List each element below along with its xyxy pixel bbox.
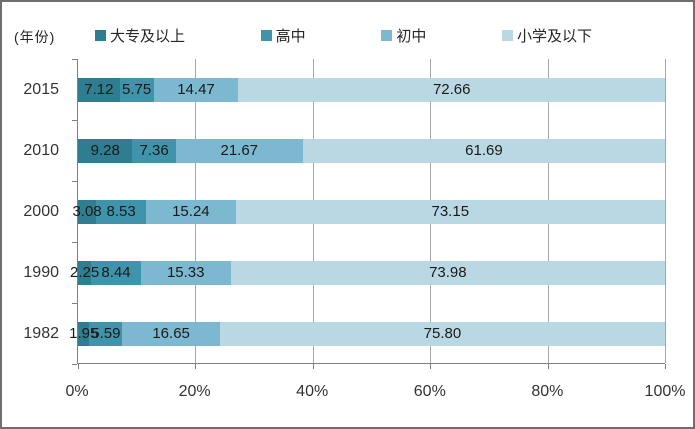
bar-segment-1990-1: 2.25 <box>70 260 99 285</box>
bar-segment-1982-1: 1.95 <box>69 321 98 346</box>
legend-item-1: 大专及以上 <box>95 25 185 46</box>
legend-label: 大专及以上 <box>110 28 186 45</box>
x-tick-mark-20 <box>195 364 197 369</box>
bar-segment-1982-2: 5.59 <box>89 321 123 346</box>
bar-segment-1982-4: 75.80 <box>219 321 665 346</box>
category-row-2000: 3.08 8.53 15.24 73.15 <box>72 181 665 242</box>
value-label: 16.65 <box>152 325 190 342</box>
y-axis-unit-label: (年份) <box>14 29 56 45</box>
category-row-1990: 2.25 8.44 15.33 73.98 <box>70 242 665 303</box>
bar-segment-1990-3: 15.33 <box>140 260 231 285</box>
value-label: 73.15 <box>431 203 470 220</box>
bar-segment-2010-4: 61.69 <box>302 138 665 163</box>
gridline-100 <box>665 59 666 363</box>
value-label: 2.25 <box>70 264 100 281</box>
value-label: 61.69 <box>465 142 503 159</box>
legend-label: 初中 <box>396 28 427 45</box>
bar-segment-2010-2: 7.36 <box>132 138 176 163</box>
legend-swatch-icon <box>95 30 106 41</box>
value-label: 73.98 <box>429 264 467 281</box>
y-tick-mark-3 <box>72 242 77 243</box>
legend-swatch-icon <box>501 30 513 41</box>
value-label: 14.47 <box>177 81 215 98</box>
x-tick-label-20: 20% <box>178 383 211 400</box>
bar-segment-2000-1: 3.08 <box>72 199 102 224</box>
legend: 大专及以上 高中 初中 小学及以下 <box>95 25 592 46</box>
bar-segment-2000-4: 73.15 <box>235 199 665 224</box>
y-tick-mark-5 <box>72 364 77 365</box>
bar-segment-2010-1: 9.28 <box>78 138 133 163</box>
value-label: 5.59 <box>91 325 121 342</box>
bar-segment-1990-4: 73.98 <box>230 260 665 285</box>
y-tick-mark-1 <box>72 120 77 121</box>
value-label: 7.36 <box>139 142 169 159</box>
category-row-2010: 9.28 7.36 21.67 61.69 <box>78 120 665 181</box>
category-row-1982: 1.95 5.59 16.65 75.80 <box>69 303 665 364</box>
y-axis-label-2000: 2000 <box>23 203 59 220</box>
value-label: 21.67 <box>220 142 259 159</box>
bar-segment-2000-2: 8.53 <box>96 199 147 224</box>
plot-area: 7.12 5.75 14.47 72.66 9.28 7.36 21.67 61.69 3.08… <box>69 59 666 369</box>
stacked-bar-1990: 2.25 8.44 15.33 73.98 <box>70 260 665 285</box>
legend-item-3: 初中 <box>381 25 426 46</box>
bar-segment-2015-1: 7.12 <box>78 77 120 102</box>
bar-segment-1990-2: 8.44 <box>91 260 141 285</box>
y-axis-label-2015: 2015 <box>23 81 59 98</box>
x-tick-mark-0 <box>78 364 79 369</box>
y-tick-mark-2 <box>72 181 77 182</box>
legend-label: 高中 <box>275 28 306 45</box>
legend-item-4: 小学及以下 <box>501 25 592 46</box>
x-tick-mark-100 <box>665 364 666 369</box>
x-tick-mark-80 <box>547 364 549 369</box>
value-label: 15.33 <box>166 264 205 281</box>
stacked-bar-2000: 3.08 8.53 15.24 73.15 <box>72 199 665 224</box>
x-tick-label-40: 40% <box>296 383 329 400</box>
value-label: 1.95 <box>69 325 99 342</box>
y-axis-label-2010: 2010 <box>23 142 59 159</box>
stacked-bar-2010: 9.28 7.36 21.67 61.69 <box>78 138 665 163</box>
value-label: 3.08 <box>72 203 102 220</box>
x-tick-label-80: 80% <box>531 383 564 400</box>
y-axis-labels: 2015 2010 2000 1990 1982 <box>2 59 68 364</box>
value-label: 15.24 <box>172 203 210 220</box>
legend-swatch-icon <box>381 30 393 41</box>
stacked-bar-1982: 1.95 5.59 16.65 75.80 <box>69 321 665 346</box>
x-tick-label-100: 100% <box>644 383 686 400</box>
x-axis-labels: 0% 20% 40% 60% 80% 100% <box>65 383 685 405</box>
bar-segment-2015-4: 72.66 <box>238 77 665 102</box>
value-label: 8.53 <box>106 203 136 220</box>
x-tick-label-0: 0% <box>65 383 89 400</box>
y-axis-label-1982: 1982 <box>23 325 59 342</box>
bar-segment-2000-3: 15.24 <box>146 199 236 224</box>
value-label: 8.44 <box>101 264 131 281</box>
legend-item-2: 高中 <box>260 25 306 46</box>
y-tick-mark-0 <box>72 59 77 60</box>
category-row-2015: 7.12 5.75 14.47 72.66 <box>78 59 665 120</box>
x-tick-label-60: 60% <box>413 383 446 400</box>
value-label: 7.12 <box>84 81 114 98</box>
bar-segment-2015-2: 5.75 <box>119 77 154 102</box>
stacked-bar-2015: 7.12 5.75 14.47 72.66 <box>78 77 665 102</box>
legend-swatch-icon <box>260 30 272 41</box>
bar-segment-2015-3: 14.47 <box>153 77 239 102</box>
y-axis-label-1990: 1990 <box>23 264 59 281</box>
value-label: 5.75 <box>122 81 152 98</box>
legend-label: 小学及以下 <box>516 28 592 45</box>
x-tick-mark-60 <box>430 364 432 369</box>
value-label: 9.28 <box>90 142 120 159</box>
value-label: 75.80 <box>423 325 462 342</box>
value-label: 72.66 <box>432 81 471 98</box>
y-tick-mark-4 <box>72 303 77 304</box>
bar-segment-2010-3: 21.67 <box>175 138 303 163</box>
bar-segment-1982-3: 16.65 <box>122 321 220 346</box>
x-tick-mark-40 <box>312 364 314 369</box>
